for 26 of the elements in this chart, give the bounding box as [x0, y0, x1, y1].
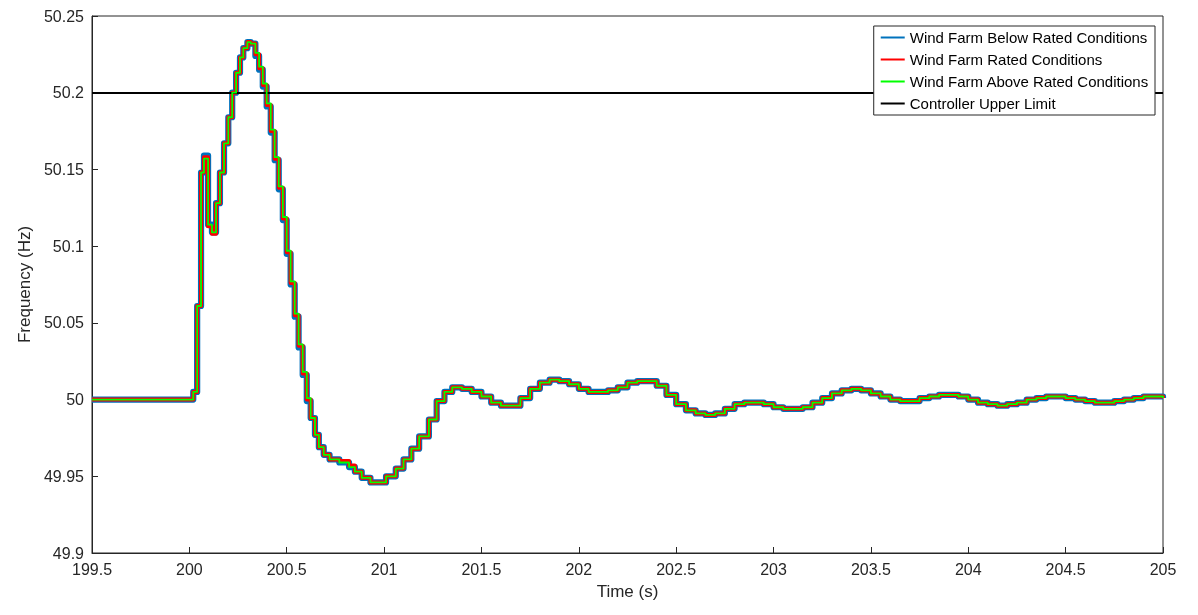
y-tick-label: 50.1: [52, 237, 85, 255]
legend-label: Wind Farm Above Rated Conditions: [909, 73, 1149, 90]
y-axis-title: Frequency (Hz): [15, 225, 35, 344]
ref-line-label: Controller Upper Limit: [909, 95, 1057, 112]
x-tick-label: 205: [1149, 560, 1177, 578]
y-tick-label: 50.2: [52, 84, 85, 102]
x-tick-label: 200: [176, 560, 203, 578]
y-tick-label: 49.9: [52, 544, 85, 562]
x-tick-label: 201: [370, 560, 398, 578]
x-tick-label: 203: [760, 560, 787, 578]
x-tick-label: 204: [954, 560, 982, 578]
legend-label: Wind Farm Rated Conditions: [909, 51, 1103, 68]
y-tick-label: 49.95: [43, 467, 85, 485]
x-tick-label: 203.5: [850, 560, 892, 578]
y-tick-label: 50.25: [43, 7, 85, 25]
x-tick-label: 199.5: [71, 560, 113, 578]
x-tick-label: 202.5: [656, 560, 697, 578]
x-tick-label: 200.5: [266, 560, 307, 578]
y-tick-label: 50.15: [43, 160, 85, 178]
y-tick-label: 50: [66, 391, 85, 409]
x-tick-label: 201.5: [461, 560, 502, 578]
legend-label: Wind Farm Below Rated Conditions: [909, 29, 1148, 46]
x-axis-title: Time (s): [596, 582, 659, 601]
x-tick-label: 204.5: [1045, 560, 1086, 578]
x-tick-label: 202: [565, 560, 593, 578]
y-tick-label: 50.05: [43, 314, 85, 332]
